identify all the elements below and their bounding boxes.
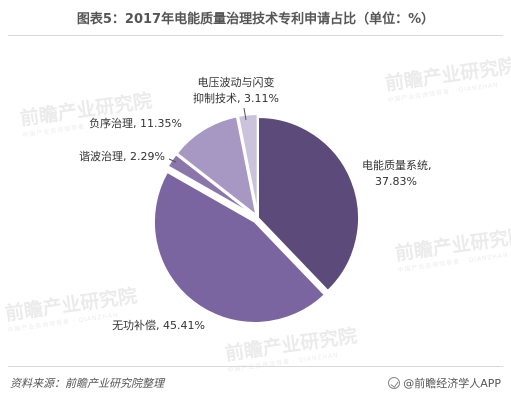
slice-label: 电能质量系统, 37.83% xyxy=(362,158,432,188)
brand-credit: @前瞻经济学人APP xyxy=(388,375,501,391)
leader-line xyxy=(168,158,177,163)
source-note: 资料来源：前瞻产业研究院整理 xyxy=(10,377,164,390)
chart-title: 图表5：2017年电能质量治理技术专利申请占比（单位：%） xyxy=(76,12,435,27)
brand-logo-icon xyxy=(388,377,401,389)
slice-label-line: 无功补偿, 45.41% xyxy=(112,318,205,332)
slice-label-line: 37.83% xyxy=(375,175,417,188)
brand-text: @前瞻经济学人APP xyxy=(403,377,501,390)
footer-divider xyxy=(8,366,503,367)
pie-slice-5 xyxy=(236,113,259,216)
pie-slices xyxy=(152,113,360,324)
slice-label: 负序治理, 11.35% xyxy=(89,116,182,130)
slice-label: 谐波治理, 2.29% xyxy=(79,149,165,163)
pie-slice-1 xyxy=(257,115,360,293)
pie-slice-4 xyxy=(175,115,258,218)
slice-label-line: 电压波动与闪变 xyxy=(198,75,275,89)
slice-label-line: 抑制技术, 3.11% xyxy=(193,91,279,105)
label-leader-lines xyxy=(168,107,247,163)
slice-label-line: 谐波治理, 2.29% xyxy=(79,149,165,163)
leader-line xyxy=(243,107,247,121)
slice-labels: 电能质量系统, 37.83% 无功补偿, 45.41% 谐波治理, 2.29% 负序治理… xyxy=(79,75,431,332)
slice-label-line: 负序治理, 11.35% xyxy=(89,116,182,130)
title-divider xyxy=(8,35,503,36)
pie-slice-2 xyxy=(152,170,327,324)
slice-label: 无功补偿, 45.41% xyxy=(112,318,205,332)
slice-label: 电压波动与闪变抑制技术, 3.11% xyxy=(193,75,279,105)
slice-label-line: 电能质量系统, xyxy=(362,158,432,172)
